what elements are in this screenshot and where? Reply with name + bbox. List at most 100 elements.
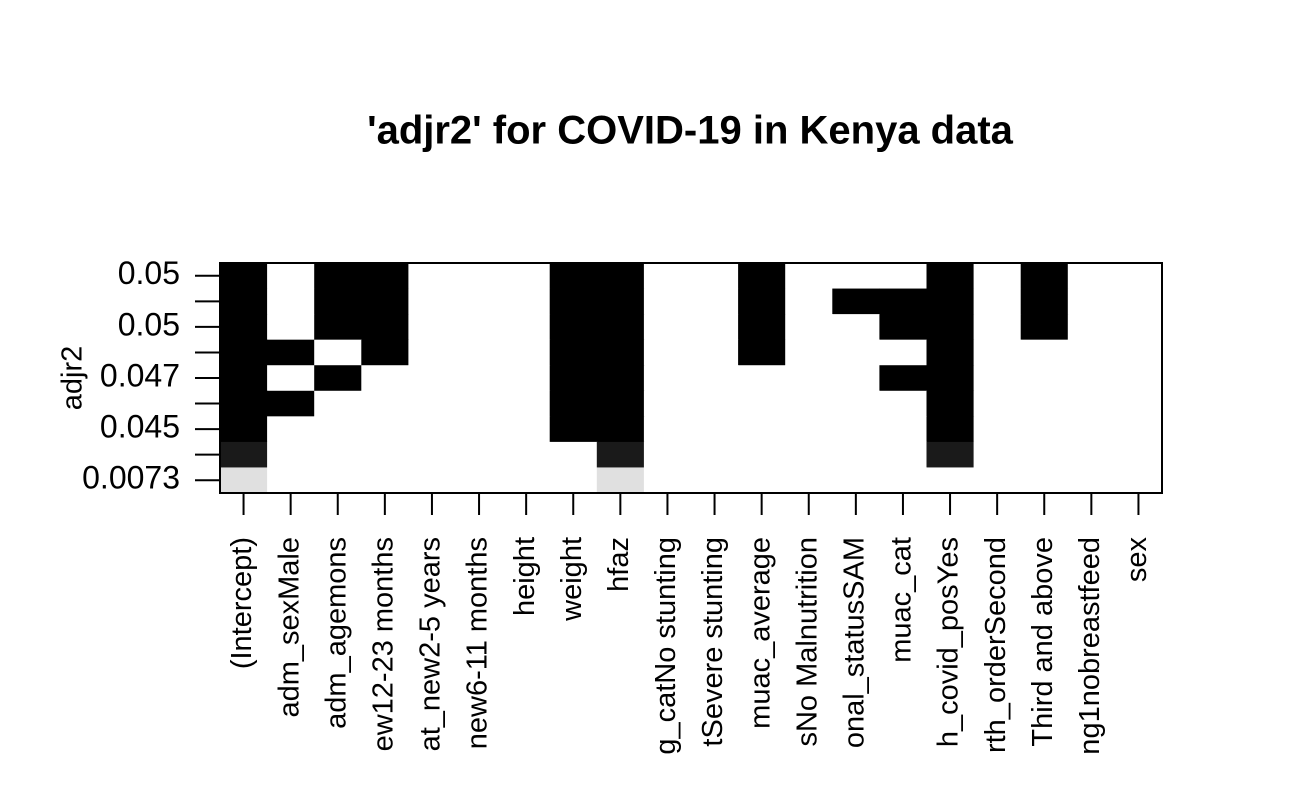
cell <box>1067 314 1116 341</box>
x-tick-label: Third and above <box>1027 537 1059 747</box>
x-tick-label: sNo Malnutrition <box>791 537 823 747</box>
cell <box>220 314 268 341</box>
cell <box>267 365 315 392</box>
cell <box>220 467 268 494</box>
cell <box>361 339 409 366</box>
cell <box>926 314 975 341</box>
y-tick-label: 0.05 <box>118 255 180 291</box>
cell <box>785 339 833 366</box>
cell <box>455 339 504 366</box>
cell <box>596 263 645 290</box>
cell <box>691 314 739 341</box>
cell <box>502 416 551 443</box>
cell <box>785 288 833 315</box>
cell <box>361 314 409 341</box>
cell <box>408 441 456 468</box>
cell <box>926 467 975 494</box>
cell <box>267 441 315 468</box>
cell <box>455 416 504 443</box>
cell <box>691 365 739 392</box>
cell <box>1020 263 1069 290</box>
cell <box>596 441 645 468</box>
cell <box>1067 441 1116 468</box>
cell <box>455 314 504 341</box>
cell <box>502 467 551 494</box>
cell <box>926 441 975 468</box>
cell <box>408 416 456 443</box>
cell <box>973 390 1022 417</box>
cell <box>314 365 362 392</box>
cell <box>549 263 598 290</box>
y-tick-label: 0.045 <box>100 409 180 445</box>
cell <box>314 467 362 494</box>
cell <box>973 467 1022 494</box>
cell <box>926 263 975 290</box>
cell <box>1114 441 1163 468</box>
cell <box>1114 390 1163 417</box>
cell <box>267 416 315 443</box>
x-tick-label: adm_agemons <box>320 537 352 729</box>
cell <box>267 288 315 315</box>
cell <box>973 263 1022 290</box>
x-tick-label: new6-11 months <box>462 537 494 749</box>
x-tick-label: muac_average <box>744 537 776 729</box>
cell <box>408 365 456 392</box>
cell <box>1020 288 1069 315</box>
cell <box>267 390 315 417</box>
cell <box>738 314 786 341</box>
cell <box>1067 365 1116 392</box>
cell <box>832 263 880 290</box>
cell <box>879 263 927 290</box>
cell <box>1067 263 1116 290</box>
cell <box>738 416 786 443</box>
cell <box>220 288 268 315</box>
cell <box>220 339 268 366</box>
cell <box>549 365 598 392</box>
cell <box>596 416 645 443</box>
cell <box>220 263 268 290</box>
cell <box>1020 441 1069 468</box>
cell <box>220 390 268 417</box>
cell <box>643 390 692 417</box>
cell <box>455 390 504 417</box>
cell <box>879 416 927 443</box>
cell <box>549 416 598 443</box>
cell <box>643 314 692 341</box>
cell <box>973 314 1022 341</box>
cell <box>691 339 739 366</box>
cell <box>738 263 786 290</box>
cell <box>596 390 645 417</box>
cell <box>1114 263 1163 290</box>
x-tick-label: weight <box>556 537 588 622</box>
cell <box>361 390 409 417</box>
cell <box>1114 365 1163 392</box>
cell <box>643 339 692 366</box>
cell <box>361 288 409 315</box>
cell <box>691 288 739 315</box>
cell <box>1114 416 1163 443</box>
cell <box>973 416 1022 443</box>
cell <box>879 288 927 315</box>
x-tick-label: adm_sexMale <box>273 537 305 718</box>
cell <box>1114 339 1163 366</box>
cell <box>1067 288 1116 315</box>
cell <box>926 365 975 392</box>
x-tick-label: (Intercept) <box>226 537 258 669</box>
cell <box>220 441 268 468</box>
cell <box>314 288 362 315</box>
cell <box>973 365 1022 392</box>
cell <box>361 416 409 443</box>
cell <box>1067 416 1116 443</box>
cell <box>832 467 880 494</box>
cell <box>549 390 598 417</box>
cell <box>267 467 315 494</box>
x-tick-label: rth_orderSecond <box>980 537 1012 753</box>
cell <box>879 441 927 468</box>
cell <box>738 288 786 315</box>
cell <box>691 263 739 290</box>
cell <box>832 339 880 366</box>
cell <box>408 314 456 341</box>
cell <box>596 467 645 494</box>
cell <box>879 339 927 366</box>
